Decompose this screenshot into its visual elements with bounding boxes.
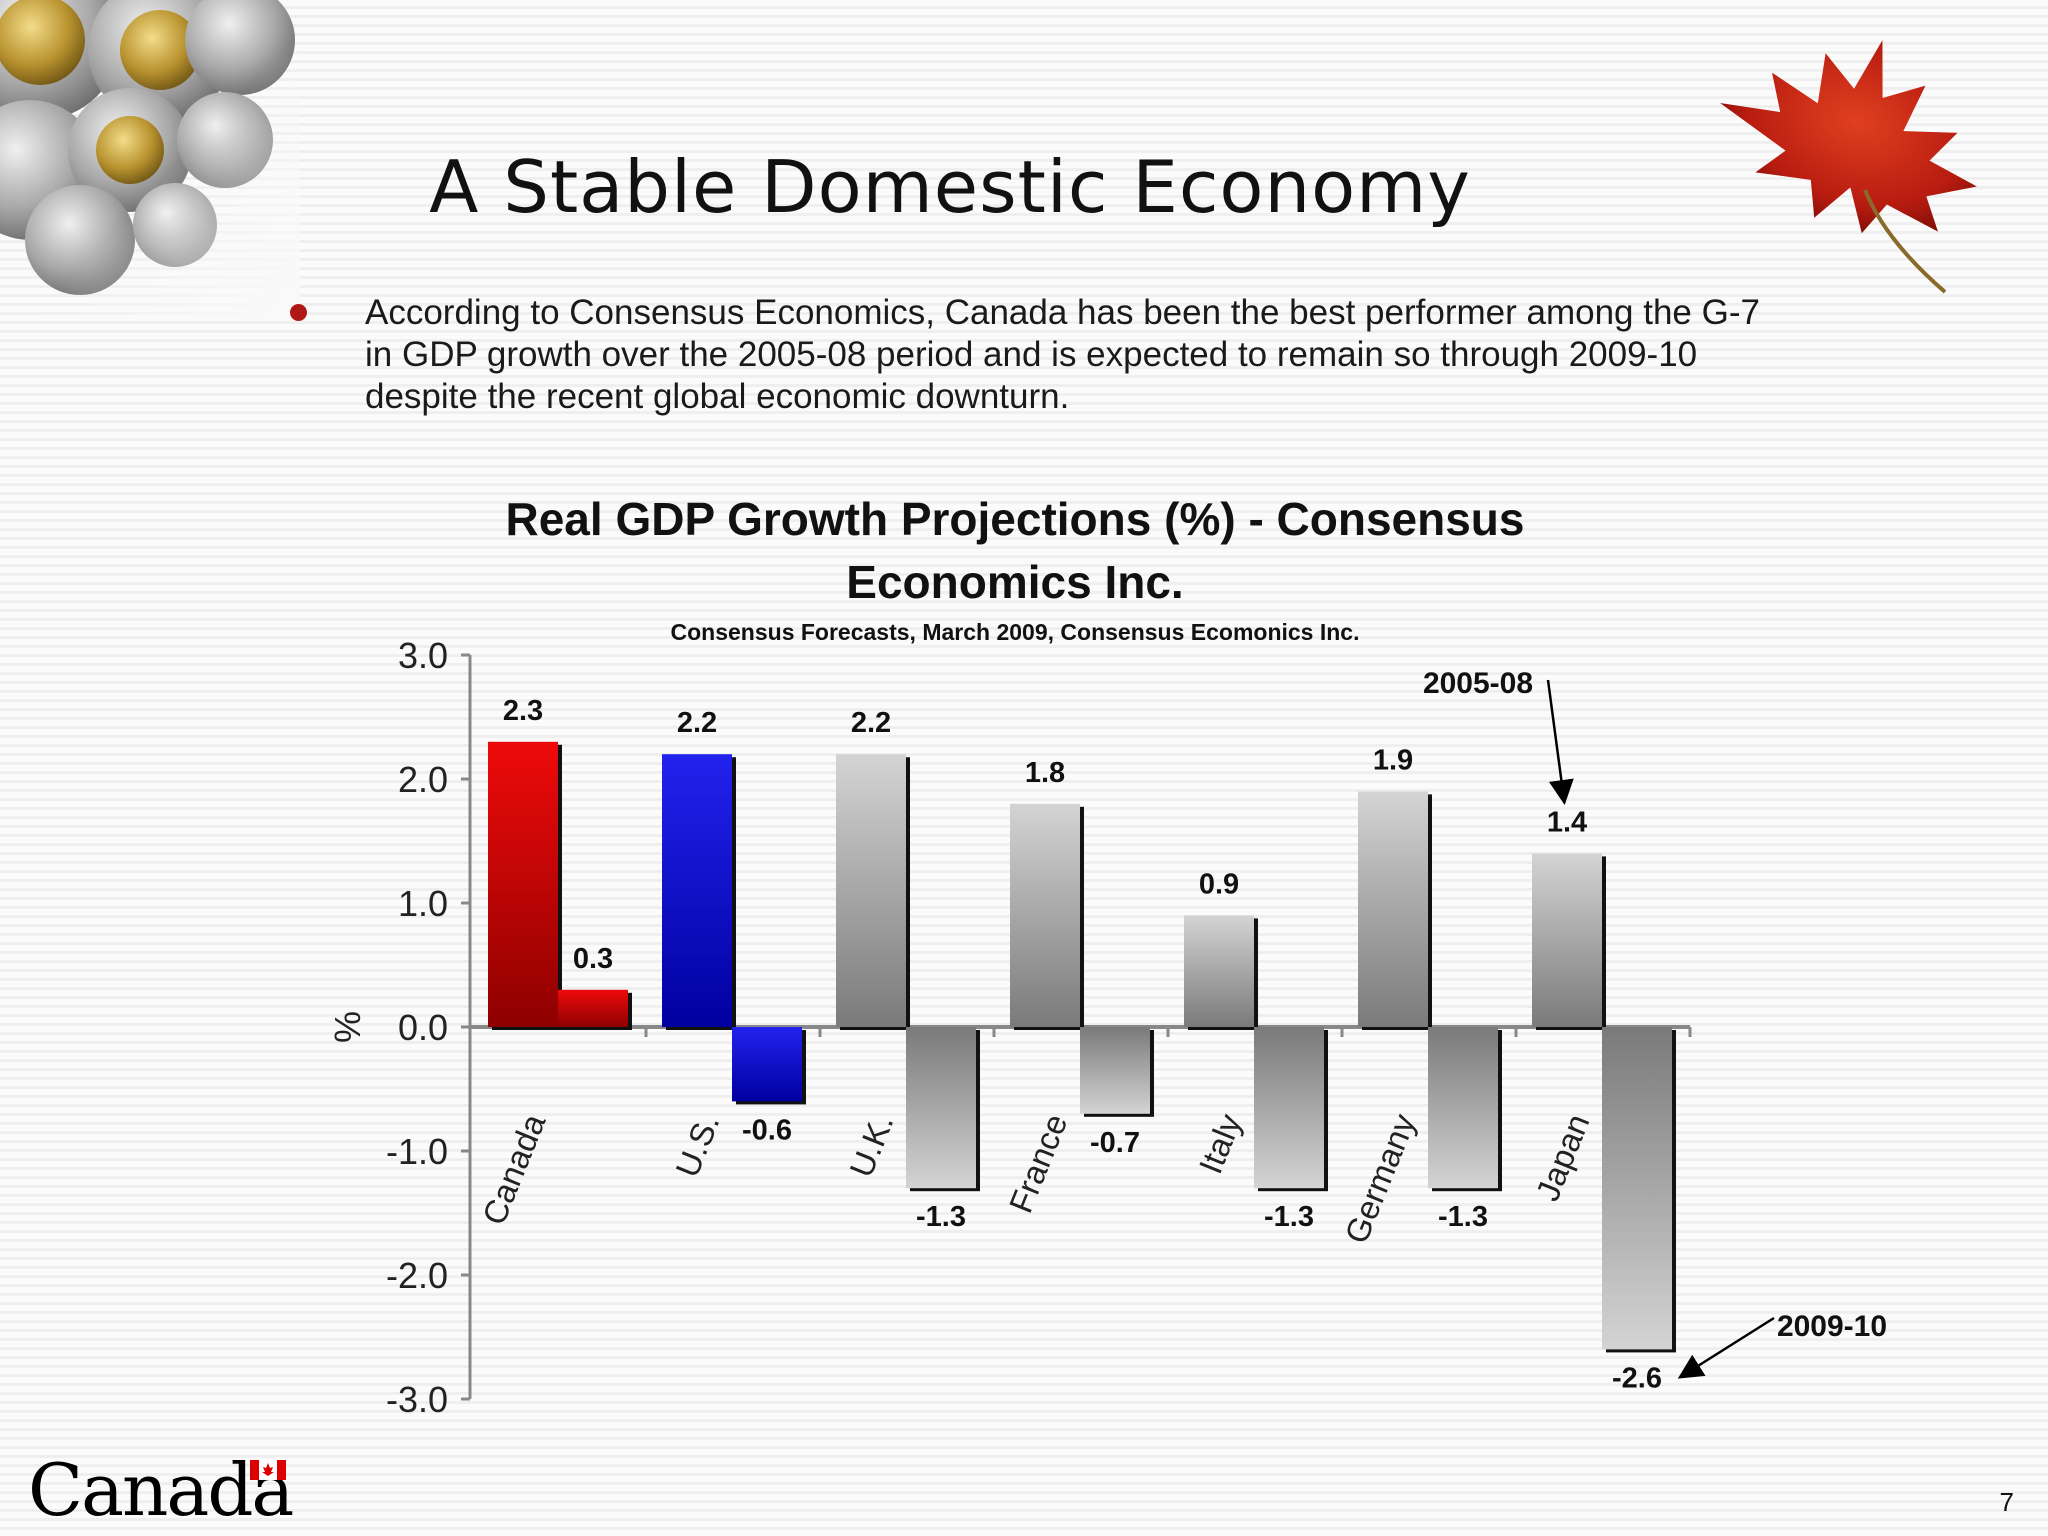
bar-japan-2005-08	[1532, 853, 1602, 1027]
value-label: 0.9	[1199, 868, 1239, 900]
y-tick-label: 1.0	[398, 883, 448, 924]
value-label: -2.6	[1612, 1362, 1662, 1394]
bar-canada-2009-10	[558, 989, 628, 1027]
chart-bars	[488, 741, 1676, 1353]
logo-text: Canada	[28, 1448, 294, 1532]
bar-us-2005-08	[662, 754, 732, 1027]
bar-italy-2005-08	[1184, 915, 1254, 1027]
value-label: -0.6	[742, 1114, 792, 1146]
y-tick-label: 2.0	[398, 759, 448, 800]
value-label: 1.4	[1547, 806, 1587, 838]
bar-germany-2009-10	[1428, 1027, 1498, 1189]
value-label: 2.2	[851, 707, 891, 739]
value-label: 1.8	[1025, 757, 1065, 789]
arrow-2009-10	[1677, 1316, 1775, 1379]
bar-japan-2009-10	[1602, 1027, 1672, 1350]
bar-germany-2005-08	[1358, 791, 1428, 1027]
category-label: Canada	[475, 1108, 553, 1230]
value-label: -1.3	[916, 1201, 966, 1233]
coins-image	[0, 0, 300, 320]
bullet-text: According to Consensus Economics, Canada…	[365, 293, 1760, 416]
page-number: 7	[1999, 1487, 2014, 1517]
y-tick-label: -2.0	[386, 1255, 448, 1296]
bar-uk-2005-08	[836, 754, 906, 1027]
category-label: France	[1002, 1109, 1075, 1218]
category-label: Germany	[1337, 1108, 1422, 1248]
chart-labels: 3.0 2.0 1.0 0.0 -1.0 -2.0 -3.0 2.3 0.3 Canada 2.2 -…	[386, 635, 1662, 1420]
value-label: 2.2	[677, 707, 717, 739]
bar-italy-2009-10	[1254, 1027, 1324, 1189]
value-label: -0.7	[1090, 1127, 1140, 1159]
y-tick-label: 3.0	[398, 635, 448, 676]
annotation-2009-10: 2009-10	[1777, 1310, 1887, 1343]
slide-title: A Stable Domestic Economy	[429, 145, 1471, 229]
y-tick-label: -1.0	[386, 1131, 448, 1172]
bar-canada-2005-08	[488, 741, 558, 1027]
bar-us-2009-10	[732, 1027, 802, 1102]
bar-uk-2009-10	[906, 1027, 976, 1189]
y-tick-label: -3.0	[386, 1379, 448, 1420]
value-label: 2.3	[503, 695, 543, 727]
value-label: 1.9	[1373, 744, 1413, 776]
category-label: U.K.	[842, 1109, 900, 1182]
chart-annotations: 2005-08 2009-10	[1423, 667, 1887, 1379]
value-label: -1.3	[1438, 1201, 1488, 1233]
category-label: Italy	[1192, 1108, 1249, 1178]
bullet-icon	[290, 304, 307, 321]
flag-icon	[250, 1460, 286, 1480]
category-label: Japan	[1528, 1109, 1596, 1206]
arrow-2005-08	[1546, 679, 1574, 805]
category-label: U.S.	[668, 1109, 726, 1182]
y-axis-label: %	[327, 1011, 368, 1043]
chart-subtitle: Consensus Forecasts, March 2009, Consens…	[671, 619, 1360, 645]
value-label: -1.3	[1264, 1201, 1314, 1233]
bar-france-2009-10	[1080, 1027, 1150, 1114]
chart-title-line1: Real GDP Growth Projections (%) - Consen…	[506, 493, 1525, 545]
canada-wordmark-logo: Canada	[28, 1448, 298, 1532]
value-label: 0.3	[573, 943, 613, 975]
y-tick-label: 0.0	[398, 1007, 448, 1048]
bar-france-2005-08	[1010, 803, 1080, 1027]
annotation-2005-08: 2005-08	[1423, 667, 1533, 700]
chart-title-line2: Economics Inc.	[846, 556, 1183, 608]
maple-leaf-image	[1720, 40, 1977, 294]
